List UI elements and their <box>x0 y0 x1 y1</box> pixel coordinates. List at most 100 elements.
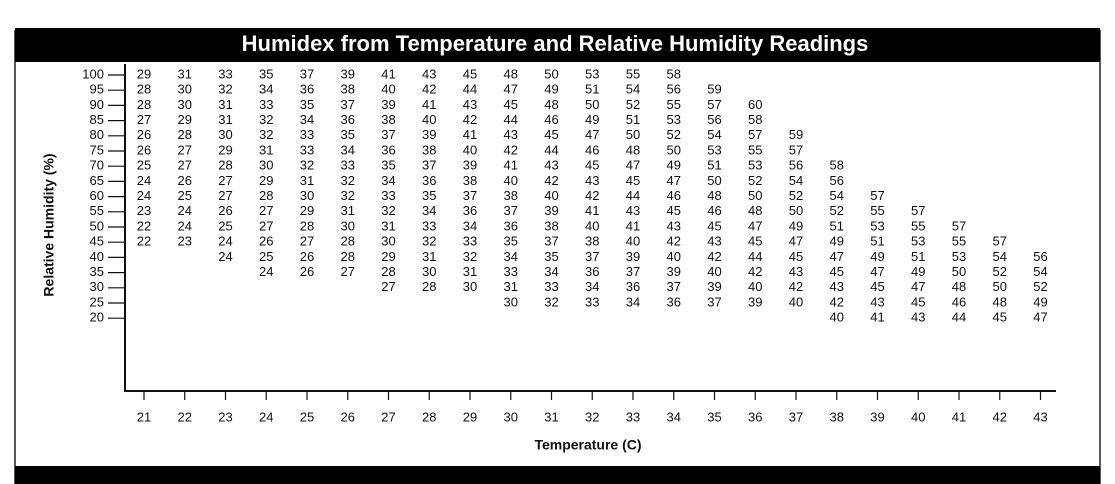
humidex-cell: 51 <box>911 249 925 264</box>
humidex-cell: 41 <box>626 218 640 233</box>
humidex-cell: 28 <box>137 97 151 112</box>
humidex-cell: 35 <box>422 188 436 203</box>
humidex-cell: 36 <box>626 279 640 294</box>
humidex-cell: 34 <box>341 142 355 157</box>
humidex-cell: 57 <box>952 218 966 233</box>
humidex-cell: 47 <box>870 264 884 279</box>
humidex-cell: 28 <box>381 264 395 279</box>
humidex-cell: 56 <box>707 112 721 127</box>
humidex-cell: 31 <box>422 249 436 264</box>
humidex-cell: 36 <box>422 173 436 188</box>
humidex-cell: 47 <box>911 279 925 294</box>
x-axis-title: Temperature (C) <box>534 437 641 453</box>
humidex-cell: 52 <box>830 203 844 218</box>
humidex-cell: 50 <box>626 127 640 142</box>
temperature-label: 34 <box>667 409 681 424</box>
temperature-label: 31 <box>544 409 558 424</box>
humidex-cell: 44 <box>952 310 966 325</box>
humidex-cell: 48 <box>993 294 1007 309</box>
humidex-cell: 42 <box>789 279 803 294</box>
humidex-cell: 49 <box>830 234 844 249</box>
humidex-cell: 56 <box>789 158 803 173</box>
humidex-cell: 31 <box>178 66 192 81</box>
humidex-cell: 50 <box>585 97 599 112</box>
humidex-cell: 30 <box>300 188 314 203</box>
humidex-cell: 46 <box>544 112 558 127</box>
humidex-cell: 50 <box>993 279 1007 294</box>
humidex-cell: 37 <box>422 158 436 173</box>
humidex-cell: 42 <box>463 112 477 127</box>
humidex-cell: 30 <box>422 264 436 279</box>
temperature-label: 22 <box>178 409 192 424</box>
y-axis-title: Relative Humidity (%) <box>41 153 57 296</box>
humidex-cell: 26 <box>137 127 151 142</box>
humidex-cell: 34 <box>504 249 518 264</box>
humidex-cell: 33 <box>422 218 436 233</box>
humidex-cell: 43 <box>789 264 803 279</box>
humidex-cell: 56 <box>1033 249 1047 264</box>
humidex-cell: 38 <box>341 82 355 97</box>
humidex-cell: 34 <box>626 294 640 309</box>
humidex-cell: 38 <box>422 142 436 157</box>
humidex-cell: 51 <box>585 82 599 97</box>
humidex-cell: 59 <box>789 127 803 142</box>
humidex-cell: 57 <box>993 234 1007 249</box>
humidex-cell: 37 <box>707 294 721 309</box>
humidex-cell: 51 <box>870 234 884 249</box>
temperature-label: 30 <box>504 409 518 424</box>
humidex-cell: 53 <box>707 142 721 157</box>
humidity-label: 100 <box>82 66 104 81</box>
humidex-cell: 48 <box>952 279 966 294</box>
humidex-cell: 33 <box>341 158 355 173</box>
humidex-cell: 40 <box>585 218 599 233</box>
humidex-cell: 43 <box>911 310 925 325</box>
humidex-cell: 36 <box>300 82 314 97</box>
temperature-label: 35 <box>707 409 721 424</box>
humidex-cell: 37 <box>381 127 395 142</box>
humidex-cell: 41 <box>422 97 436 112</box>
humidex-cell: 26 <box>137 142 151 157</box>
humidex-cell: 39 <box>341 66 355 81</box>
humidity-label: 55 <box>90 203 104 218</box>
humidex-cell: 32 <box>300 158 314 173</box>
humidex-cell: 26 <box>300 249 314 264</box>
humidex-cell: 25 <box>218 218 232 233</box>
humidex-cell: 29 <box>178 112 192 127</box>
humidex-cell: 31 <box>381 218 395 233</box>
humidex-cell: 52 <box>626 97 640 112</box>
humidex-cell: 30 <box>504 294 518 309</box>
humidex-cell: 45 <box>789 249 803 264</box>
humidex-cell: 49 <box>667 158 681 173</box>
humidex-cell: 44 <box>626 188 640 203</box>
humidex-cell: 33 <box>218 66 232 81</box>
humidity-label: 40 <box>90 249 104 264</box>
humidex-cell: 52 <box>993 264 1007 279</box>
humidex-cell: 24 <box>218 249 232 264</box>
humidex-cell: 28 <box>341 234 355 249</box>
humidex-cell: 24 <box>259 264 273 279</box>
humidity-label: 45 <box>90 234 104 249</box>
humidity-label: 90 <box>90 97 104 112</box>
humidex-cell: 58 <box>830 158 844 173</box>
humidex-cell: 34 <box>259 82 273 97</box>
humidex-cell: 45 <box>870 279 884 294</box>
humidex-cell: 48 <box>504 66 518 81</box>
humidex-cell: 30 <box>218 127 232 142</box>
humidex-cell: 41 <box>870 310 884 325</box>
humidex-cell: 30 <box>463 279 477 294</box>
humidex-cell: 34 <box>463 218 477 233</box>
humidex-cell: 41 <box>504 158 518 173</box>
humidex-cell: 30 <box>381 234 395 249</box>
humidex-cell: 40 <box>830 310 844 325</box>
humidex-cell: 45 <box>463 66 477 81</box>
humidex-cell: 50 <box>789 203 803 218</box>
humidex-cell: 45 <box>707 218 721 233</box>
humidex-cell: 31 <box>218 97 232 112</box>
humidex-cell: 36 <box>667 294 681 309</box>
humidex-cell: 49 <box>1033 294 1047 309</box>
humidex-cell: 42 <box>422 82 436 97</box>
humidex-cell: 57 <box>789 142 803 157</box>
humidex-cell: 32 <box>544 294 558 309</box>
humidex-cell: 51 <box>707 158 721 173</box>
temperature-label: 32 <box>585 409 599 424</box>
